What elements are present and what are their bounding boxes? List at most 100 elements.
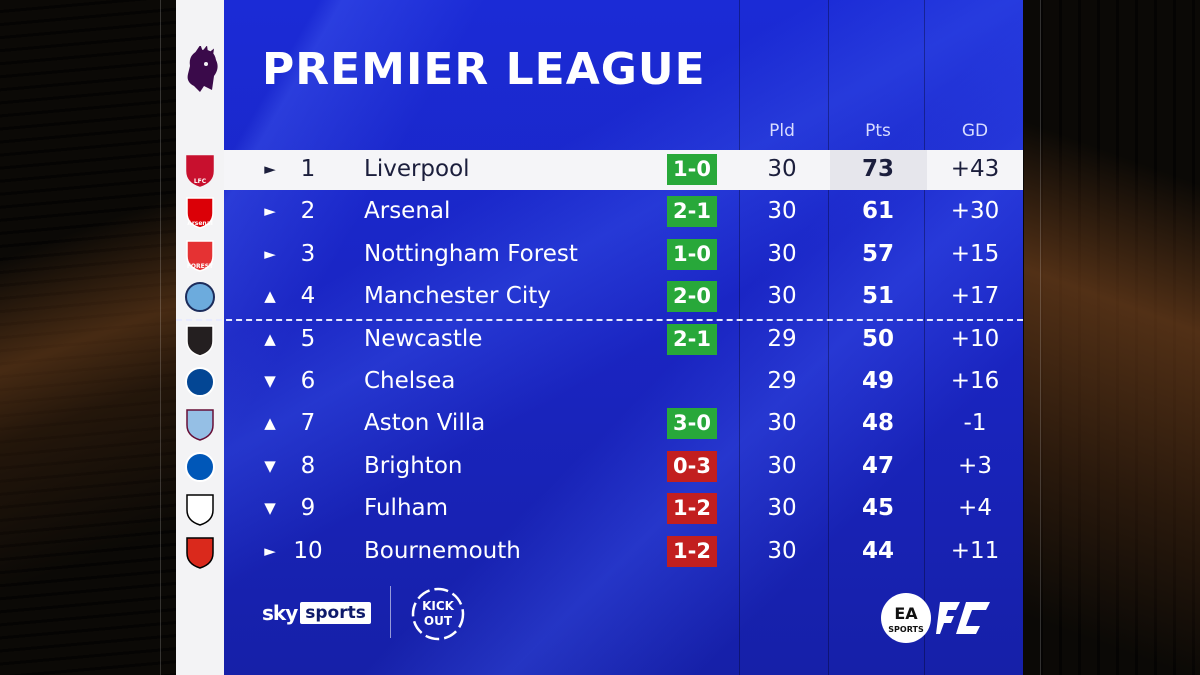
table-row: ▲ 7 Aston Villa 3-0 30 48 -1 [224, 404, 1023, 444]
played-cell: 30 [767, 198, 797, 225]
column-header-pts: Pts [865, 121, 891, 141]
sky-logo-word: sky [262, 601, 298, 625]
table-row: ▼ 6 Chelsea 29 49 +16 [224, 362, 1023, 402]
position-number: 8 [300, 452, 316, 479]
champions-league-cutoff-line [176, 319, 1023, 321]
team-name: Manchester City [364, 283, 551, 310]
movement-arrow-icon: ► [264, 202, 276, 221]
team-name: Aston Villa [364, 410, 486, 437]
goal-difference-cell: +4 [958, 495, 992, 522]
page-title: PREMIER LEAGUE [262, 44, 706, 95]
played-cell: 30 [767, 410, 797, 437]
team-name: Bournemouth [364, 537, 521, 564]
movement-arrow-icon: ▲ [264, 287, 276, 306]
premier-league-lion-icon [187, 46, 218, 92]
position-number: 9 [300, 495, 316, 522]
nottingham-forest-crest-icon: FOREST [186, 240, 214, 272]
column-header-pld: Pld [769, 121, 795, 141]
last-result-badge: 1-2 [667, 493, 717, 525]
sky-sports-logo: sky sports [262, 600, 371, 626]
team-name: Chelsea [364, 368, 456, 394]
last-result-badge: 0-3 [667, 450, 717, 482]
manchester-city-crest-icon [185, 282, 215, 313]
movement-arrow-icon: ▼ [264, 499, 276, 518]
ea-sports-logo-icon: EA SPORTS [881, 593, 931, 643]
position-number: 2 [300, 198, 316, 225]
position-number: 7 [300, 410, 316, 437]
goal-difference-cell: -1 [963, 410, 987, 437]
position-number: 5 [300, 325, 316, 352]
points-highlight-cell [830, 150, 927, 190]
position-number: 10 [293, 537, 323, 564]
position-number: 1 [300, 156, 316, 182]
points-cell: 49 [861, 368, 894, 394]
last-result-badge: 1-2 [667, 535, 717, 567]
played-cell: 30 [767, 537, 797, 564]
crest-label: FOREST [187, 263, 214, 270]
movement-arrow-icon: ► [264, 244, 276, 263]
played-cell: 29 [767, 368, 797, 394]
svg-text:OUT: OUT [424, 614, 453, 628]
points-cell: 61 [861, 198, 894, 225]
played-cell: 30 [767, 283, 797, 310]
position-number: 6 [300, 368, 316, 394]
svg-text:KICK: KICK [422, 599, 455, 613]
brighton-crest-icon [185, 451, 215, 482]
played-cell: 30 [767, 240, 797, 267]
column-divider [739, 0, 740, 675]
movement-arrow-icon: ▼ [264, 372, 276, 390]
points-cell: 47 [861, 452, 894, 479]
points-cell: 73 [861, 156, 894, 182]
team-name: Arsenal [364, 198, 451, 225]
bournemouth-crest-icon [186, 536, 214, 569]
position-number: 3 [300, 240, 316, 267]
table-row: ▼ 9 Fulham 1-2 30 45 +4 [224, 489, 1023, 529]
points-cell: 48 [861, 410, 894, 437]
last-result-badge: 2-1 [667, 323, 717, 355]
ea-logo-word: EA [894, 604, 918, 623]
footer-divider [390, 586, 391, 638]
last-result-badge: 2-0 [667, 281, 717, 313]
last-result-badge: 3-0 [667, 408, 717, 440]
fc-logo-icon [936, 602, 990, 634]
crest-label: LFC [194, 178, 207, 185]
chelsea-crest-icon [185, 367, 215, 397]
aston-villa-crest-icon [186, 409, 214, 442]
table-row: ► 3 Nottingham Forest 1-0 30 57 +15 [224, 235, 1023, 275]
points-cell: 44 [861, 537, 894, 564]
table-row: ► 1 Liverpool 1-0 30 73 +43 [224, 150, 1023, 190]
played-cell: 29 [767, 325, 797, 352]
movement-arrow-icon: ► [264, 160, 276, 178]
movement-arrow-icon: ▼ [264, 456, 276, 475]
goal-difference-cell: +16 [950, 368, 1000, 394]
arsenal-crest-icon: Arsenal [186, 197, 214, 230]
liverpool-crest-icon: LFC [186, 155, 214, 187]
fulham-crest-icon [186, 494, 214, 526]
points-cell: 45 [861, 495, 894, 522]
newcastle-crest-icon [186, 324, 214, 357]
glass-edge [1040, 0, 1041, 675]
team-name: Nottingham Forest [364, 240, 578, 267]
points-cell: 51 [861, 283, 894, 310]
column-header-gd: GD [961, 121, 989, 141]
team-name: Brighton [364, 452, 463, 479]
table-row: ▼ 8 Brighton 0-3 30 47 +3 [224, 447, 1023, 487]
movement-arrow-icon: ▲ [264, 329, 276, 348]
last-result-badge: 1-0 [667, 154, 717, 185]
table-row: ► 2 Arsenal 2-1 30 61 +30 [224, 192, 1023, 232]
goal-difference-cell: +3 [958, 452, 992, 479]
stadium-background-right [1024, 0, 1200, 675]
goal-difference-cell: +11 [950, 537, 1000, 564]
last-result-badge: 1-0 [667, 238, 717, 270]
movement-arrow-icon: ► [264, 541, 276, 560]
team-name: Fulham [364, 495, 449, 522]
sports-logo-word: sports [300, 602, 371, 624]
crest-label: Arsenal [187, 220, 213, 227]
table-row: ► 10 Bournemouth 1-2 30 44 +11 [224, 532, 1023, 572]
team-name: Newcastle [364, 325, 483, 352]
movement-arrow-icon: ▲ [264, 414, 276, 433]
goal-difference-cell: +43 [950, 156, 1000, 182]
kick-it-out-logo-icon: KICK OUT [411, 587, 465, 641]
goal-difference-cell: +10 [950, 325, 1000, 352]
ea-sports-logo-word: SPORTS [888, 625, 924, 634]
